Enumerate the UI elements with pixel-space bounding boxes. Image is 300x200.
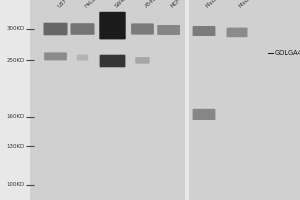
- Text: SW480: SW480: [114, 0, 131, 9]
- FancyBboxPatch shape: [193, 109, 215, 120]
- Text: 160KD: 160KD: [6, 114, 25, 119]
- FancyBboxPatch shape: [99, 12, 126, 39]
- Text: HeLa: HeLa: [84, 0, 97, 9]
- Bar: [185, 0, 189, 200]
- FancyBboxPatch shape: [100, 55, 125, 67]
- FancyBboxPatch shape: [44, 52, 67, 60]
- FancyBboxPatch shape: [157, 25, 180, 35]
- FancyBboxPatch shape: [226, 28, 248, 37]
- Text: GOLGA4: GOLGA4: [274, 50, 300, 56]
- Text: A549: A549: [144, 0, 158, 9]
- Text: U87: U87: [57, 0, 68, 9]
- FancyBboxPatch shape: [70, 23, 94, 35]
- Text: 300KD: 300KD: [6, 26, 25, 31]
- FancyBboxPatch shape: [193, 26, 215, 36]
- Text: Mouse brain: Mouse brain: [238, 0, 266, 9]
- FancyBboxPatch shape: [135, 57, 150, 64]
- Text: 130KD: 130KD: [6, 144, 25, 148]
- Text: 100KD: 100KD: [6, 182, 25, 188]
- FancyBboxPatch shape: [77, 55, 88, 61]
- FancyBboxPatch shape: [131, 23, 154, 35]
- Text: 250KD: 250KD: [6, 58, 25, 62]
- FancyBboxPatch shape: [44, 23, 68, 35]
- Text: MCF-7: MCF-7: [170, 0, 186, 9]
- Text: Mouse heart: Mouse heart: [206, 0, 233, 9]
